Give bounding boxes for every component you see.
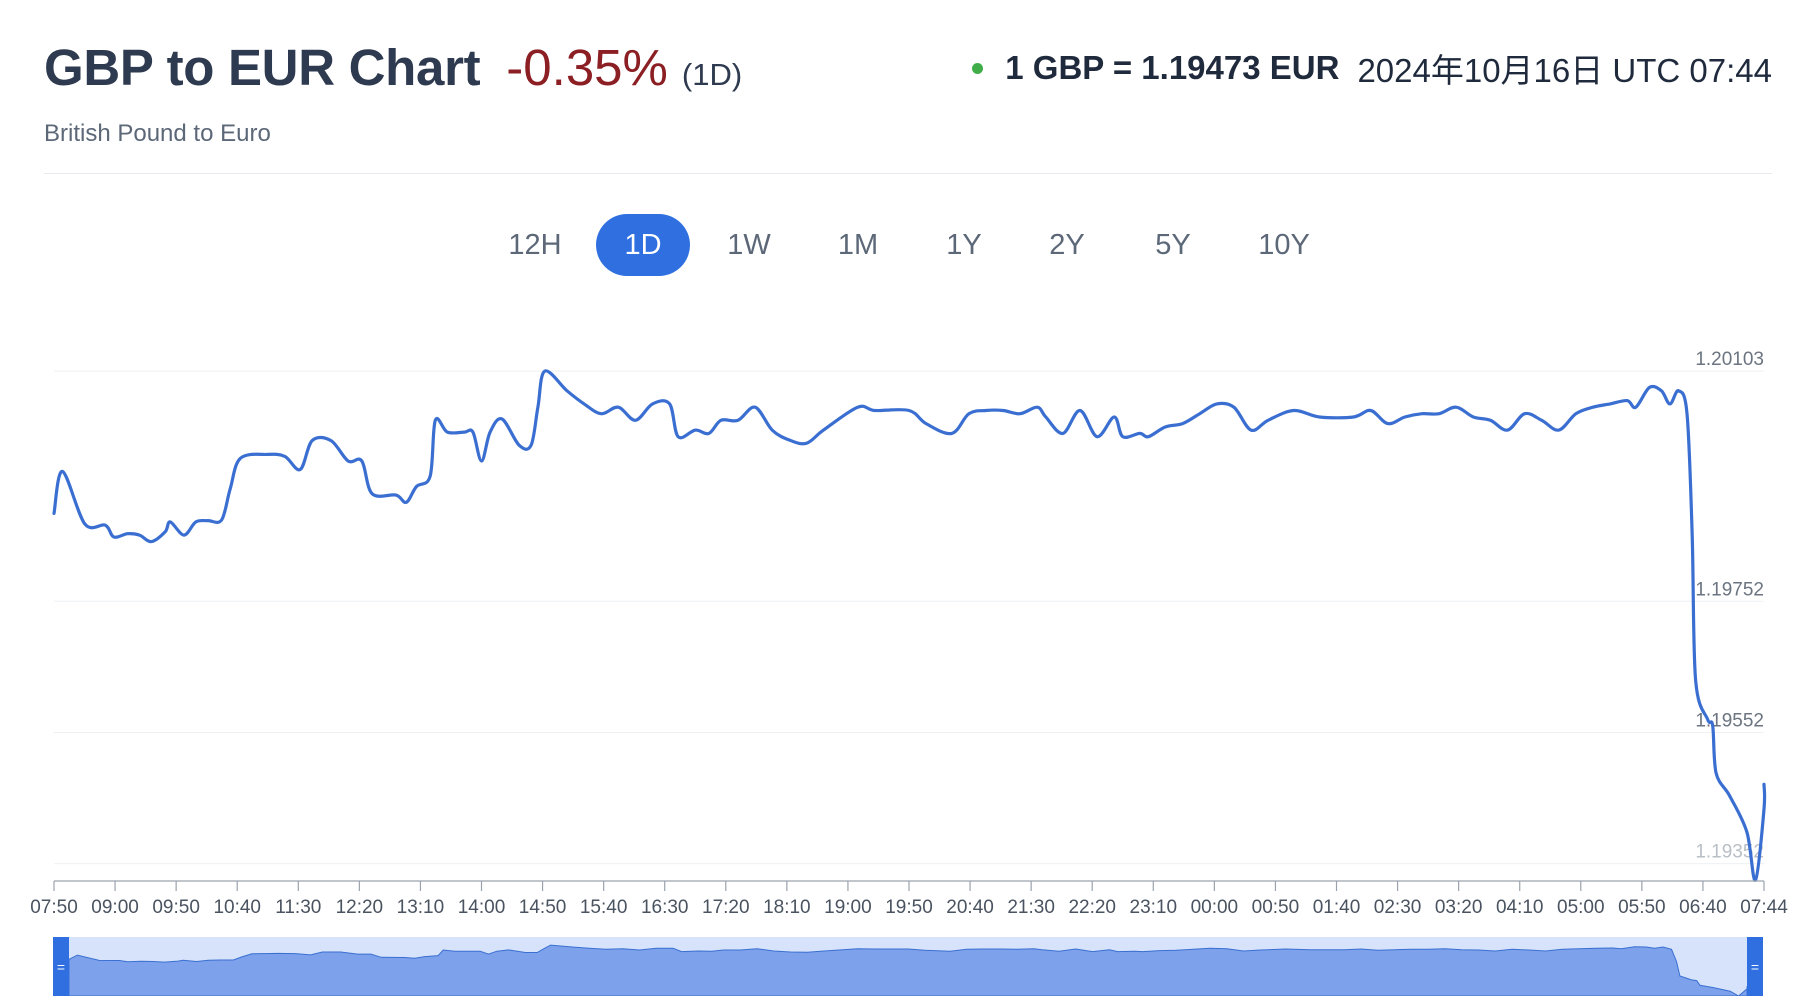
series-line xyxy=(52,369,1767,882)
header-divider xyxy=(44,173,1772,174)
x-tick-label: 04:10 xyxy=(1496,897,1544,918)
tab-5y[interactable]: 5Y xyxy=(1128,214,1218,276)
rate-value: 1 GBP = 1.19473 EUR xyxy=(1005,49,1340,86)
tab-10y[interactable]: 10Y xyxy=(1234,214,1334,276)
navigator-series-area xyxy=(68,944,1748,996)
x-tick-label: 13:10 xyxy=(397,897,445,918)
tab-1d[interactable]: 1D xyxy=(596,214,690,276)
tab-2y[interactable]: 2Y xyxy=(1022,214,1112,276)
navigator-area xyxy=(68,944,1748,996)
x-tick-label: 00:00 xyxy=(1191,897,1239,918)
x-tick-label: 14:00 xyxy=(458,897,506,918)
x-axis-ticks: 07:50 09:00 09:50 10:40 11:30 12:20 13:10 14:00… xyxy=(30,881,1788,918)
title-row: GBP to EUR Chart -0.35% (1D) xyxy=(44,38,742,97)
tab-12h[interactable]: 12H xyxy=(490,214,580,276)
x-tick-label: 06:40 xyxy=(1679,897,1727,918)
x-tick-label: 23:10 xyxy=(1130,897,1178,918)
x-tick-label: 10:40 xyxy=(213,897,261,918)
x-tick-label: 09:50 xyxy=(152,897,200,918)
x-tick-label: 19:00 xyxy=(824,897,872,918)
navigator-right-handle[interactable]: = xyxy=(1747,937,1763,996)
x-tick-label: 00:50 xyxy=(1252,897,1300,918)
x-tick-label: 05:00 xyxy=(1557,897,1605,918)
y-tick-label: 1.19352 xyxy=(1695,842,1764,863)
tab-1w[interactable]: 1W xyxy=(704,214,794,276)
x-tick-label: 07:50 xyxy=(30,897,78,918)
x-tick-label: 12:20 xyxy=(336,897,384,918)
x-tick-label: 21:30 xyxy=(1007,897,1055,918)
navigator-left-handle[interactable]: = xyxy=(53,937,69,996)
live-dot-icon xyxy=(972,62,984,74)
x-tick-label: 20:40 xyxy=(946,897,994,918)
x-tick-label: 09:00 xyxy=(91,897,139,918)
tab-1m[interactable]: 1M xyxy=(813,214,903,276)
x-tick-label: 02:30 xyxy=(1374,897,1422,918)
x-tick-label: 22:20 xyxy=(1068,897,1116,918)
x-tick-label: 19:50 xyxy=(885,897,933,918)
x-tick-label: 14:50 xyxy=(519,897,567,918)
x-tick-label: 15:40 xyxy=(580,897,628,918)
x-tick-label: 03:20 xyxy=(1435,897,1483,918)
x-tick-label: 18:10 xyxy=(763,897,811,918)
x-tick-label: 11:30 xyxy=(275,897,321,918)
page-subtitle: British Pound to Euro xyxy=(44,120,271,147)
x-tick-label: 05:50 xyxy=(1618,897,1666,918)
rate-timestamp: 2024年10月16日 UTC 07:44 xyxy=(1357,52,1772,89)
x-tick-label: 07:44 xyxy=(1740,897,1788,918)
current-rate: 1 GBP = 1.19473 EUR 2024年10月16日 UTC 07:4… xyxy=(972,44,1772,92)
y-tick-label: 1.20103 xyxy=(1695,349,1764,370)
x-tick-label: 01:40 xyxy=(1313,897,1361,918)
range-tabs: 12H 1D 1W 1M 1Y 2Y 5Y 10Y xyxy=(0,214,1816,278)
chart-header: GBP to EUR Chart -0.35% (1D) British Pou… xyxy=(44,34,1772,174)
percent-change: -0.35% xyxy=(506,39,668,96)
tab-1y[interactable]: 1Y xyxy=(919,214,1009,276)
x-tick-label: 17:20 xyxy=(702,897,750,918)
period-label: (1D) xyxy=(681,57,743,92)
range-navigator[interactable]: = = xyxy=(53,937,1763,996)
y-tick-label: 1.19752 xyxy=(1695,579,1764,600)
page-title: GBP to EUR Chart xyxy=(44,39,481,96)
x-tick-label: 16:30 xyxy=(641,897,689,918)
chart-grid xyxy=(54,370,1764,865)
